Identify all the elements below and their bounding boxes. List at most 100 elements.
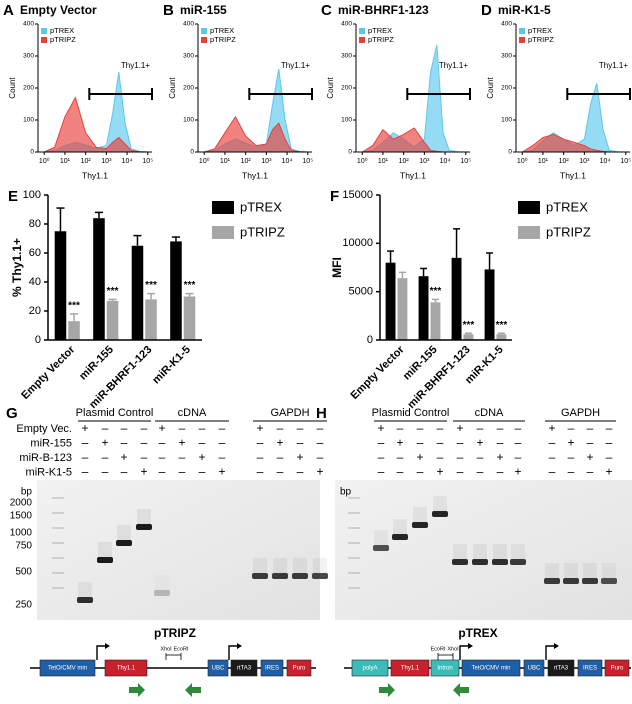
gel-smear	[545, 563, 559, 578]
bar	[397, 278, 408, 340]
gel-smear	[374, 530, 388, 545]
map-element	[390, 659, 430, 677]
sign: –	[121, 436, 128, 450]
gel-band	[432, 511, 448, 517]
error-bar	[464, 332, 472, 335]
sign: +	[218, 465, 225, 479]
gel-band	[510, 559, 526, 565]
legend-swatch	[518, 201, 540, 214]
map-element-label: polyA	[362, 666, 377, 672]
sign: +	[586, 450, 593, 464]
legend-swatch	[519, 28, 525, 34]
legend-swatch	[518, 226, 540, 239]
legend-swatch	[212, 201, 234, 214]
y-axis-label: Count	[168, 77, 177, 99]
significance-label: ***	[496, 320, 508, 331]
sign: +	[416, 450, 423, 464]
error-bar	[486, 252, 494, 270]
sign: –	[277, 450, 284, 464]
gel-band	[154, 590, 170, 596]
legend-label: pTRIPZ	[240, 224, 285, 239]
panel-letter: D	[481, 2, 492, 19]
map-element	[207, 659, 229, 677]
gel-band	[452, 559, 468, 565]
y-tick-label: 200	[23, 85, 34, 92]
x-tick-label: 10¹	[378, 158, 389, 165]
y-tick-label: 400	[23, 21, 34, 28]
panel-title: Empty Vector	[20, 3, 97, 17]
sign: –	[257, 450, 264, 464]
sign: –	[477, 465, 484, 479]
restriction-site: EcoRI	[431, 646, 446, 652]
map-element	[547, 659, 575, 677]
panel-letter: C	[321, 2, 332, 19]
sign: +	[198, 450, 205, 464]
primer-arrow	[453, 683, 469, 697]
panel-letter: A	[3, 2, 14, 19]
map-element-label: Thy1.1	[401, 666, 420, 672]
promoter-arrowhead	[237, 643, 242, 649]
gel-smear	[117, 525, 131, 540]
gel-smear	[493, 544, 507, 559]
error-bar	[420, 267, 428, 277]
x-axis-label: Thy1.1	[560, 170, 586, 180]
error-bar	[431, 298, 439, 303]
y-tick-label: 100	[341, 117, 352, 124]
panel-letter: F	[330, 188, 339, 205]
x-tick-label: 10⁰	[199, 157, 210, 165]
gel-smear	[78, 582, 92, 597]
sign: –	[549, 436, 556, 450]
ladder-unit: bp	[340, 487, 352, 498]
error-bar	[185, 292, 194, 297]
bar	[145, 299, 157, 340]
sign: –	[199, 421, 206, 435]
panel-letter: B	[163, 2, 174, 19]
sign: –	[102, 465, 109, 479]
error-bar	[453, 228, 461, 258]
error-bar	[146, 292, 156, 300]
sign: –	[121, 465, 128, 479]
x-axis-label: Thy1.1	[82, 170, 108, 180]
sign: –	[102, 421, 109, 435]
ladder-band	[348, 512, 360, 514]
histogram-area	[204, 68, 308, 153]
error-bar	[497, 332, 505, 335]
y-tick-label: 0	[30, 149, 34, 156]
gel-band	[582, 578, 598, 584]
histogram-area	[43, 96, 148, 153]
map-element	[577, 659, 603, 677]
gel-band	[373, 545, 389, 551]
gel-smear	[273, 558, 287, 573]
y-tick-label: 300	[23, 53, 34, 60]
column-header: cDNA	[475, 407, 504, 419]
error-bar	[133, 234, 142, 246]
sign: –	[378, 436, 385, 450]
sign: –	[277, 421, 284, 435]
gel-smear	[98, 542, 112, 557]
legend-swatch	[41, 28, 47, 34]
primer-arrow	[129, 683, 145, 697]
map-element-label: TetO/CMV min	[48, 666, 87, 672]
sign: –	[277, 465, 284, 479]
map-element	[461, 659, 521, 677]
gel-smear	[602, 563, 616, 578]
sign: –	[219, 450, 226, 464]
ladder-band	[348, 497, 360, 499]
sign: –	[457, 450, 464, 464]
sign: +	[178, 436, 185, 450]
x-tick-label: 10²	[559, 158, 570, 165]
sign: +	[158, 421, 165, 435]
legend-swatch	[212, 226, 234, 239]
bar	[430, 302, 441, 340]
x-tick-label: 10³	[579, 158, 590, 165]
sign: –	[497, 421, 504, 435]
sign: –	[457, 436, 464, 450]
sign: –	[606, 450, 613, 464]
y-tick-label: 40	[29, 276, 41, 288]
ladder-band	[52, 497, 64, 499]
x-tick-label: 10⁰	[39, 157, 50, 165]
gel-smear	[293, 558, 307, 573]
sign: –	[82, 436, 89, 450]
promoter-arrow	[228, 645, 237, 660]
sign: –	[82, 465, 89, 479]
